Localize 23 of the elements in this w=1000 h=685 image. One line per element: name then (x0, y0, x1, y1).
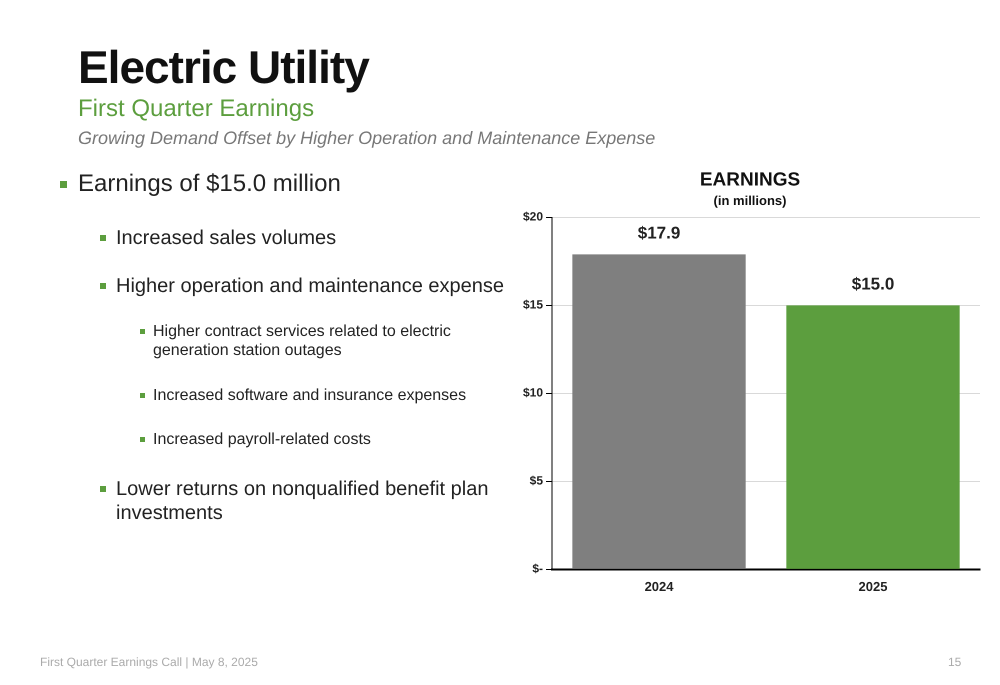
chart-subtitle: (in millions) (714, 193, 786, 208)
data-label: $17.9 (638, 224, 680, 243)
y-tick-label: $5 (530, 474, 544, 488)
y-tick-label: $- (532, 562, 544, 576)
y-tick-label: $15 (522, 298, 544, 312)
y-tick-label: $10 (522, 386, 544, 400)
x-tick-label: 2025 (858, 578, 888, 594)
text: Higher contract services related to electric generation station outages (153, 322, 452, 360)
text: Earnings of $15.0 million (78, 170, 342, 199)
text: Higher operation and maintenance expense (116, 274, 506, 298)
text: Increased sales volumes (116, 226, 338, 250)
chart-title: EARNINGS (700, 170, 800, 191)
text: First Quarter Earnings (78, 95, 314, 123)
text: Lower returns on nonqualified benefit plan investments (116, 477, 490, 525)
text: Growing Demand Offset by Higher Operation and Maintenance Expense (78, 128, 656, 149)
text: 15 (948, 655, 962, 669)
text: First Quarter Earnings Call | May 8, 2025 (40, 655, 258, 669)
text: Electric Utility (78, 40, 369, 94)
data-label: $15.0 (852, 274, 894, 294)
text: Increased software and insurance expenses (153, 386, 468, 406)
text: Increased payroll-related costs (153, 430, 372, 450)
x-tick-label: 2024 (644, 578, 674, 594)
y-tick-label: $20 (522, 210, 544, 224)
